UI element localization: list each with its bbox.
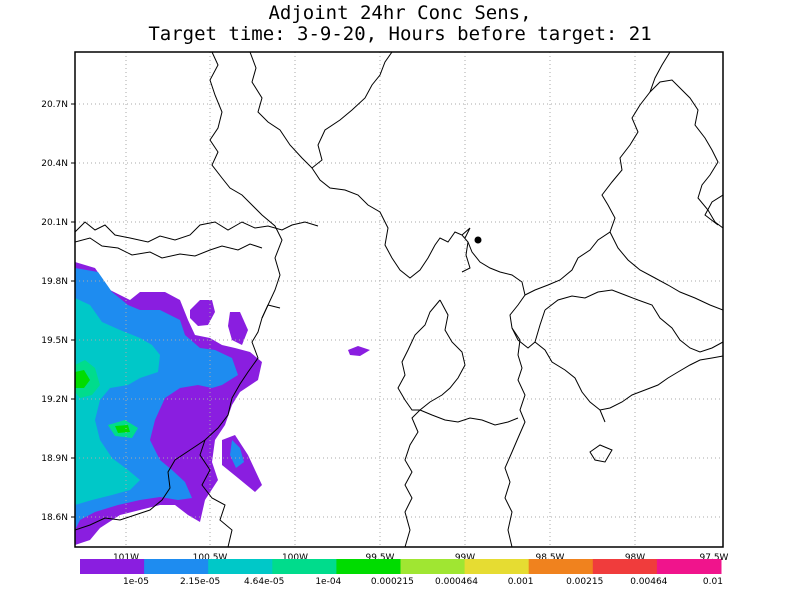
contour-purple-island (190, 300, 215, 326)
lon-labels: 101W 100.5W 100W 99.5W 99W 98.5W 98W 97.… (113, 553, 729, 563)
contour-purple-island (228, 312, 248, 345)
legend-level-label: 0.001 (508, 577, 534, 587)
state-boundaries (75, 52, 723, 547)
lon-label: 100W (282, 553, 308, 563)
target-marker (474, 236, 482, 244)
lon-label: 97.5W (700, 553, 729, 563)
legend-swatch (400, 559, 466, 574)
lat-ticks (71, 103, 75, 518)
lat-label: 19.2N (41, 395, 68, 405)
legend-swatch (208, 559, 273, 574)
lon-label: 98.5W (536, 553, 565, 563)
sensitivity-field (75, 262, 370, 545)
plot-frame (74, 51, 724, 548)
chart-title-line-1: Adjoint 24hr Conc Sens, (268, 2, 532, 24)
lat-label: 19.5N (41, 336, 68, 346)
legend-level-label: 2.15e-05 (180, 577, 220, 587)
legend-swatch (464, 559, 530, 574)
lon-label: 98W (625, 553, 645, 563)
legend-level-label: 0.00464 (630, 577, 667, 587)
contour-green (75, 370, 90, 388)
contour-green-island (115, 425, 130, 433)
grid-lines (75, 52, 723, 547)
legend-swatch (656, 559, 722, 574)
legend-level-label: 4.64e-05 (244, 577, 284, 587)
lat-label: 20.1N (41, 218, 68, 228)
contour-blue-island (230, 440, 244, 468)
lat-label: 19.8N (41, 277, 68, 287)
chart-title-line-2: Target time: 3-9-20, Hours before target… (148, 23, 652, 45)
legend-level-label: 0.000464 (435, 577, 478, 587)
legend-level-label: 0.000215 (371, 577, 414, 587)
lat-label: 20.7N (41, 100, 68, 110)
lon-label: 101W (113, 553, 139, 563)
legend-swatch (592, 559, 658, 574)
legend-swatch (80, 559, 145, 574)
lat-label: 18.6N (41, 513, 68, 523)
contour-cyan-island (135, 350, 158, 368)
legend-swatch (336, 559, 401, 574)
lat-label: 20.4N (41, 159, 68, 169)
lon-label: 100.5W (193, 553, 228, 563)
lon-label: 99W (455, 553, 475, 563)
lat-label: 18.9N (41, 454, 68, 464)
legend-swatch (272, 559, 337, 574)
lon-label: 99.5W (366, 553, 395, 563)
legend-level-label: 0.00215 (566, 577, 603, 587)
legend-swatch (528, 559, 594, 574)
legend-level-label: 0.01 (703, 577, 723, 587)
lat-labels: 20.7N 20.4N 20.1N 19.8N 19.5N 19.2N 18.9… (41, 100, 68, 523)
contour-cyan (75, 298, 160, 505)
legend-swatch (144, 559, 209, 574)
contour-purple-island (348, 346, 370, 356)
legend-level-label: 1e-04 (315, 577, 341, 587)
legend-level-label: 1e-05 (123, 577, 149, 587)
color-legend: 1e-05 2.15e-05 4.64e-05 1e-04 0.000215 0.0004… (80, 559, 723, 587)
